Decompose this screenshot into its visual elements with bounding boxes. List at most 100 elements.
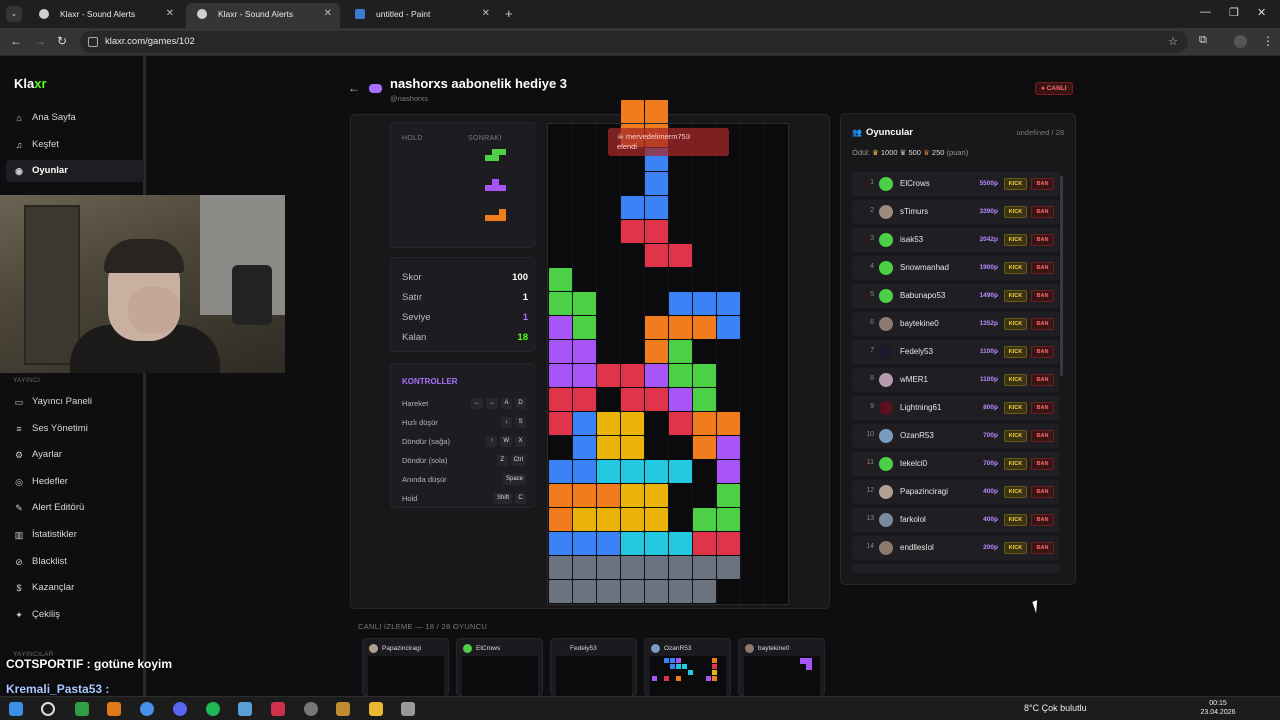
minimize-button[interactable]: — (1200, 6, 1211, 18)
browser-menu-icon[interactable]: ⋮ (1262, 34, 1274, 48)
live-watch-card[interactable]: OzanR53 (644, 638, 731, 696)
system-clock[interactable]: 00:15 23.04.2026 (1198, 699, 1238, 717)
tab-search-button[interactable]: ⌄ (6, 6, 22, 22)
sidebar-item-yayinci-paneli[interactable]: ▭ Yayıncı Paneli (6, 391, 144, 413)
sidebar-item-kazanclar[interactable]: $ Kazançlar (6, 577, 144, 599)
search-icon[interactable] (41, 702, 55, 716)
live-watch-card[interactable]: Fedely53 (550, 638, 637, 696)
board-grid-line (764, 124, 765, 604)
board-cell (549, 316, 572, 339)
obs-icon[interactable] (304, 702, 318, 716)
ban-button[interactable]: BAN (1031, 262, 1054, 274)
kick-button[interactable]: KICK (1004, 486, 1027, 498)
new-tab-button[interactable]: + (505, 6, 513, 21)
ban-button[interactable]: BAN (1031, 234, 1054, 246)
kick-button[interactable]: KICK (1004, 542, 1027, 554)
kick-button[interactable]: KICK (1004, 206, 1027, 218)
players-list[interactable]: 1 ElCrows 5500p KICK BAN 2 sTimurs 3390p KICK BAN… (852, 172, 1064, 573)
app-icon-gray[interactable] (401, 702, 415, 716)
kick-button[interactable]: KICK (1004, 402, 1027, 414)
ban-button[interactable]: BAN (1031, 402, 1054, 414)
control-row: Hareket ← → A D (402, 398, 532, 409)
mini-board-cell (664, 676, 669, 681)
ban-button[interactable]: BAN (1031, 486, 1054, 498)
kick-button[interactable]: KICK (1004, 458, 1027, 470)
app-icon-blue[interactable] (238, 702, 252, 716)
discord-icon[interactable] (173, 702, 187, 716)
kick-button[interactable]: KICK (1004, 346, 1027, 358)
kick-button[interactable]: KICK (1004, 290, 1027, 302)
kick-button[interactable]: KICK (1004, 234, 1027, 246)
sidebar-item-ana-sayfa[interactable]: ⌂ Ana Sayfa (6, 107, 144, 129)
board-grid-line (692, 124, 693, 604)
app-icon-orange[interactable] (107, 702, 121, 716)
ban-button[interactable]: BAN (1031, 318, 1054, 330)
kick-button[interactable]: KICK (1004, 262, 1027, 274)
windows-taskbar: 8°C Çok bulutlu 00:15 23.04.2026 (0, 696, 1280, 720)
sidebar-item-oyunlar[interactable]: ◉ Oyunlar (6, 160, 144, 182)
ban-button[interactable]: BAN (1031, 514, 1054, 526)
kick-button[interactable]: KICK (1004, 514, 1027, 526)
avatar (879, 177, 893, 191)
kick-button[interactable]: KICK (1004, 178, 1027, 190)
browser-tab-2[interactable]: Klaxr - Sound Alerts ✕ (186, 3, 340, 28)
live-watch-card[interactable]: Papazinciragi (362, 638, 449, 696)
kick-button[interactable]: KICK (1004, 318, 1027, 330)
forward-nav-button[interactable]: → (34, 34, 46, 48)
kick-button[interactable]: KICK (1004, 430, 1027, 442)
sidebar-item-ayarlar[interactable]: ⚙ Ayarlar (6, 444, 144, 466)
browser-tab-3[interactable]: untitled - Paint ✕ (344, 3, 498, 28)
sidebar-item-kesfet[interactable]: ♫ Keşfet (6, 134, 144, 156)
ban-button[interactable]: BAN (1031, 178, 1054, 190)
profile-avatar[interactable] (1234, 35, 1247, 48)
board-cell (669, 556, 692, 579)
ban-button[interactable]: BAN (1031, 458, 1054, 470)
reload-button[interactable]: ↻ (57, 34, 68, 48)
sidebar-item-ses-yonetimi[interactable]: ≡ Ses Yönetimi (6, 418, 144, 440)
ban-button[interactable]: BAN (1031, 374, 1054, 386)
page-title: nashorxs aabonelik hediye 3 (390, 76, 568, 91)
browser-tab-1[interactable]: Klaxr - Sound Alerts ✕ (28, 3, 182, 28)
site-info-icon[interactable] (88, 37, 98, 47)
spotify-icon[interactable] (206, 702, 220, 716)
restore-button[interactable]: ❐ (1229, 7, 1239, 19)
board-cell (621, 460, 644, 483)
tab-close-icon[interactable]: ✕ (481, 8, 490, 19)
ban-button[interactable]: BAN (1031, 290, 1054, 302)
sidebar-item-blacklist[interactable]: ⊘ Blacklist (6, 551, 144, 573)
windows-start-icon[interactable] (9, 702, 23, 716)
tab-close-icon[interactable]: ✕ (323, 8, 332, 19)
kick-button[interactable]: KICK (1004, 374, 1027, 386)
sidebar-item-hedefler[interactable]: ◎ Hedefler (6, 471, 144, 493)
live-watch-card[interactable]: baytekine0 (738, 638, 825, 696)
back-nav-button[interactable]: ← (10, 34, 22, 48)
ban-button[interactable]: BAN (1031, 346, 1054, 358)
sidebar-item-alert-editoru[interactable]: ✎ Alert Editörü (6, 497, 144, 519)
extensions-icon[interactable]: ⧉ (1199, 34, 1207, 46)
tab-close-icon[interactable]: ✕ (165, 8, 174, 19)
ban-button[interactable]: BAN (1031, 430, 1054, 442)
tetris-board[interactable] (547, 100, 789, 605)
chrome-icon[interactable] (140, 702, 154, 716)
ban-button[interactable]: BAN (1031, 206, 1054, 218)
ban-button[interactable]: BAN (1031, 542, 1054, 554)
weather-widget[interactable]: 8°C Çok bulutlu (1024, 703, 1087, 713)
board-cell (621, 220, 644, 243)
app-icon-red[interactable] (271, 702, 285, 716)
sidebar-item-istatistikler[interactable]: ▥ İstatistikler (6, 524, 144, 546)
bookmark-star-icon[interactable]: ☆ (1168, 36, 1178, 48)
app-icon-active[interactable] (336, 702, 350, 716)
players-scrollbar[interactable] (1060, 176, 1063, 376)
klaxr-logo[interactable]: Klaxr (14, 76, 47, 91)
player-points: 800p (983, 404, 998, 411)
sidebar-item-label: İstatistikler (32, 529, 77, 540)
player-name: farkolol (900, 515, 926, 524)
close-window-button[interactable]: ✕ (1257, 7, 1267, 19)
sidebar-item-cekilis[interactable]: ✦ Çekiliş (6, 604, 144, 626)
folder-icon[interactable] (369, 702, 383, 716)
board-cell (645, 484, 668, 507)
live-watch-card[interactable]: ElCrows (456, 638, 543, 696)
excel-icon[interactable] (75, 702, 89, 716)
back-arrow-icon[interactable]: ← (348, 81, 360, 95)
url-input[interactable]: klaxr.com/games/102 ☆ (80, 31, 1188, 53)
